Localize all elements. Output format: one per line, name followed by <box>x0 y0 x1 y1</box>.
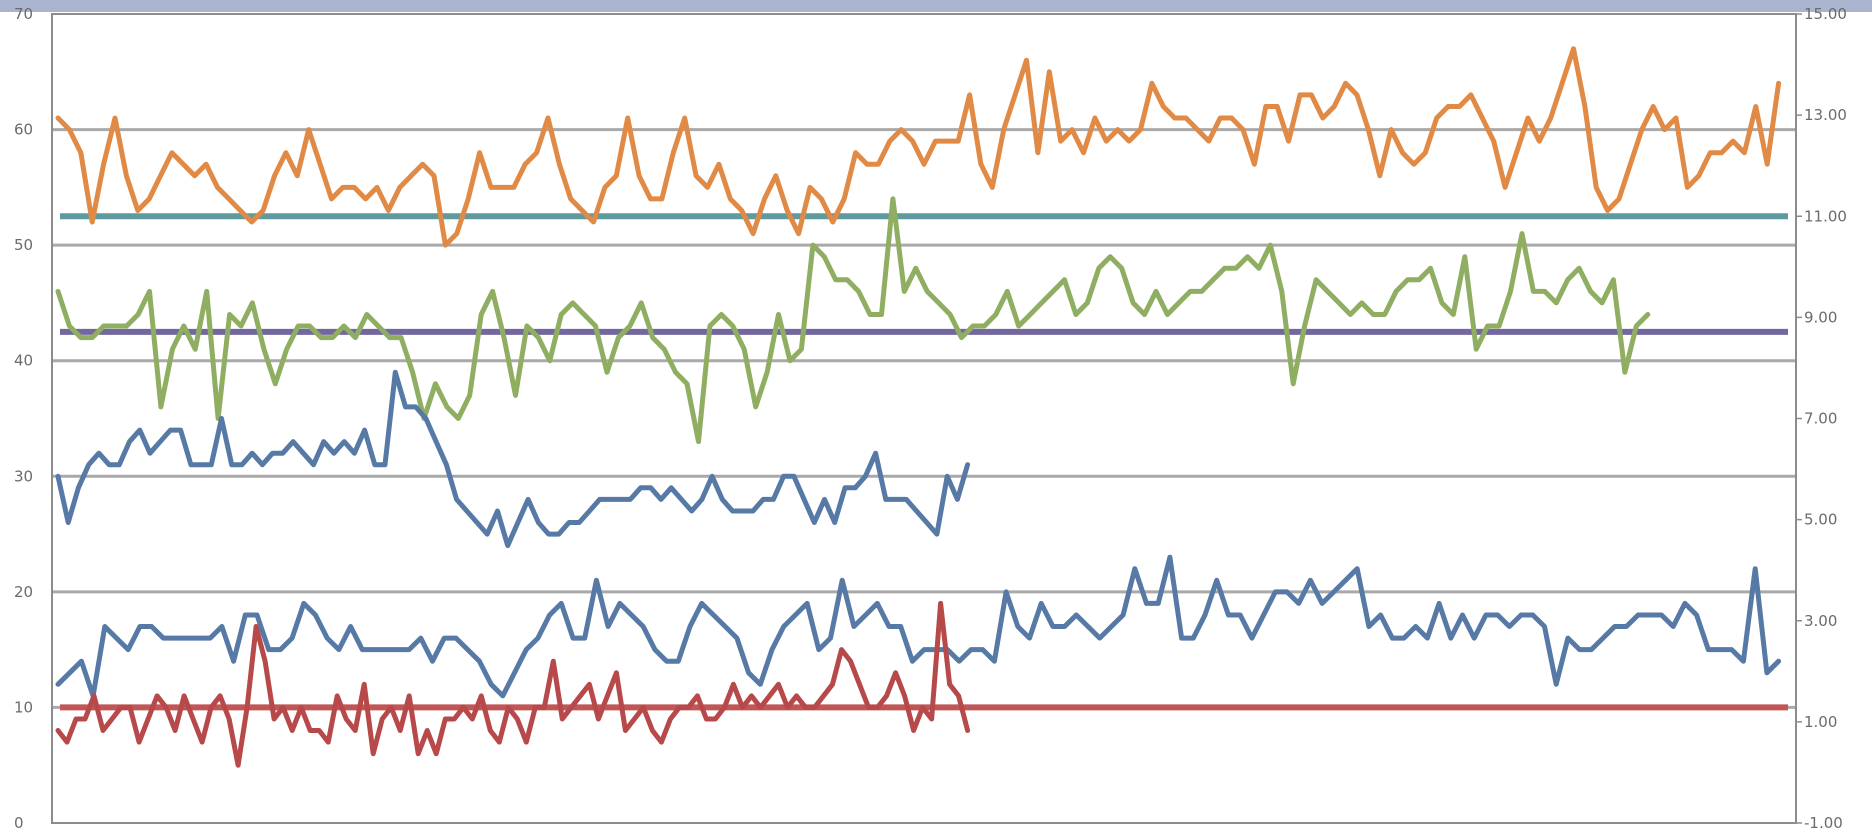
series-line-4 <box>55 554 1782 699</box>
series-line-5 <box>55 600 971 768</box>
y-left-tick-label: 10 <box>14 698 33 716</box>
y-right-tick-label: 1.00 <box>1804 713 1837 731</box>
y-left-tick-label: 30 <box>14 467 33 485</box>
y-right-tick-label: 5.00 <box>1804 511 1837 529</box>
series-line-1 <box>55 46 1782 248</box>
y-left-tick-label: 70 <box>14 5 33 23</box>
y-right-tick-label: 13.00 <box>1804 106 1847 124</box>
y-right-tick-label: 7.00 <box>1804 410 1837 428</box>
y-right-tick-label: 11.00 <box>1804 207 1847 225</box>
y-right-tick-label: 15.00 <box>1804 5 1847 23</box>
y-left-tick-label: 50 <box>14 236 33 254</box>
y-left-tick-label: 40 <box>14 352 33 370</box>
y-right-tick-label: -1.00 <box>1804 814 1843 832</box>
y-left-tick-label: 20 <box>14 583 33 601</box>
series-line-3 <box>55 369 971 549</box>
y-right-tick-label: 3.00 <box>1804 612 1837 630</box>
chart-top-band <box>0 0 1872 12</box>
series-line-2 <box>55 196 1651 445</box>
y-left-tick-label: 0 <box>14 814 24 832</box>
y-left-tick-label: 60 <box>14 121 33 139</box>
y-right-tick-label: 9.00 <box>1804 308 1837 326</box>
